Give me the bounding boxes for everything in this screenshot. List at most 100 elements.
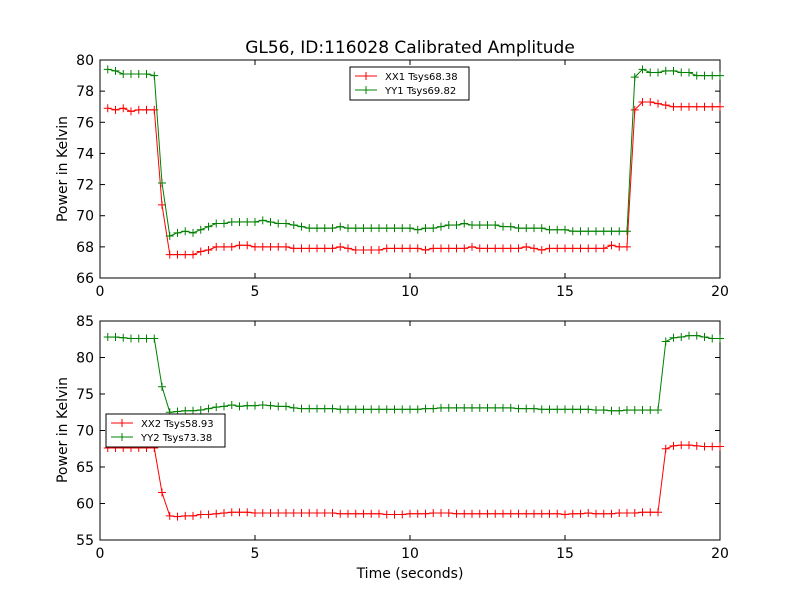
data-point <box>398 244 407 253</box>
data-point <box>491 221 500 230</box>
series-yy <box>103 65 724 240</box>
data-point <box>344 509 352 518</box>
data-point <box>297 222 306 231</box>
data-point <box>685 331 693 340</box>
data-point <box>282 219 290 228</box>
data-point <box>297 508 306 517</box>
data-point <box>452 244 461 253</box>
x-tick-label: 0 <box>96 546 105 562</box>
data-point <box>677 333 686 342</box>
data-point <box>351 224 360 233</box>
data-point <box>359 405 368 414</box>
data-point <box>506 222 515 231</box>
data-point <box>584 244 593 253</box>
data-point <box>127 70 135 79</box>
data-point <box>654 508 662 517</box>
data-point <box>615 508 624 517</box>
data-point <box>630 406 639 415</box>
data-point <box>599 227 608 236</box>
data-point <box>421 509 430 518</box>
y-tick-label: 85 <box>76 314 94 330</box>
data-point <box>258 242 267 251</box>
y-tick-label: 75 <box>76 387 94 403</box>
data-point <box>576 509 585 518</box>
data-point <box>328 244 337 253</box>
data-point <box>506 509 515 518</box>
data-point <box>266 242 275 251</box>
data-point <box>111 66 120 75</box>
y-tick-label: 55 <box>76 533 94 549</box>
data-point <box>127 107 135 116</box>
data-point <box>692 331 701 340</box>
data-point <box>421 245 430 254</box>
data-point <box>568 244 577 253</box>
data-point <box>181 511 190 520</box>
legend-marker <box>118 433 126 441</box>
y-tick-label: 60 <box>76 497 94 513</box>
data-point <box>646 68 655 77</box>
data-point <box>398 510 407 519</box>
data-point <box>708 71 717 80</box>
data-point <box>553 225 562 234</box>
x-tick-label: 5 <box>251 546 260 562</box>
data-point <box>646 406 655 415</box>
data-point <box>545 225 554 234</box>
data-point <box>638 65 647 74</box>
data-point <box>150 334 159 343</box>
data-point <box>390 405 399 414</box>
data-point <box>382 244 391 253</box>
data-point <box>630 508 639 517</box>
legend-box <box>349 66 470 101</box>
data-point <box>173 228 182 237</box>
data-point <box>568 509 577 518</box>
data-point <box>638 98 647 107</box>
x-tick-label: 10 <box>401 546 419 562</box>
data-point <box>708 334 717 343</box>
legend-marker <box>362 86 370 94</box>
data-point <box>212 242 221 251</box>
data-point <box>204 222 213 231</box>
data-point <box>700 442 709 451</box>
data-point <box>685 102 693 111</box>
data-point <box>654 406 662 415</box>
data-point <box>258 216 267 225</box>
data-point <box>367 245 376 254</box>
data-point <box>592 227 600 236</box>
data-point <box>235 508 244 517</box>
data-point <box>491 403 500 412</box>
data-point <box>677 102 686 111</box>
x-tick-label: 10 <box>401 284 419 300</box>
data-point <box>553 509 562 518</box>
data-point <box>251 242 259 251</box>
data-point <box>134 334 143 343</box>
y-tick-label: 76 <box>76 115 94 131</box>
data-point <box>266 401 275 410</box>
data-point <box>351 405 360 414</box>
series-yy <box>103 331 724 417</box>
x-axis-label: Time (seconds) <box>356 566 464 582</box>
legend: XX2 Tsys58.93 YY2 Tsys73.38 <box>105 413 226 448</box>
data-point <box>483 221 492 230</box>
data-point <box>553 405 562 414</box>
data-point <box>305 404 314 413</box>
data-point <box>444 403 453 412</box>
data-point <box>537 509 546 518</box>
data-point <box>522 404 531 413</box>
data-point <box>227 400 236 409</box>
data-point <box>103 65 112 74</box>
data-point <box>429 508 438 517</box>
data-point <box>328 404 337 413</box>
data-point <box>444 508 453 517</box>
data-point <box>289 403 298 412</box>
data-point <box>669 66 678 75</box>
data-point <box>452 509 461 518</box>
series-xx <box>103 98 724 259</box>
data-point <box>499 403 507 412</box>
data-point <box>561 510 569 519</box>
data-point <box>452 221 461 230</box>
data-point <box>522 224 531 233</box>
data-point <box>561 225 569 234</box>
data-point <box>274 508 283 517</box>
data-point <box>282 402 290 411</box>
data-point <box>499 222 507 231</box>
